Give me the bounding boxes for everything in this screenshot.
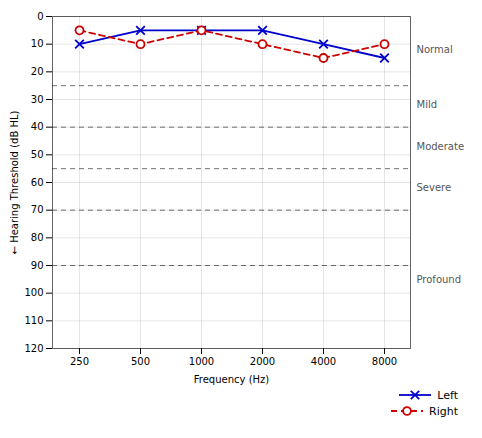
svg-text:0: 0 [37,11,43,22]
svg-text:10: 10 [31,38,44,49]
html-text:Left: Left [437,388,458,402]
svg-text:100: 100 [24,287,43,298]
svg-text:120: 120 [24,343,43,354]
svg-text:Normal: Normal [417,44,453,55]
svg-text:110: 110 [24,315,43,326]
svg-text:← Hearing Threshold (dB HL): ← Hearing Threshold (dB HL) [9,110,20,254]
svg-text:Severe: Severe [417,182,452,193]
svg-text:4000: 4000 [311,356,336,367]
svg-text:60: 60 [31,177,44,188]
svg-text:Frequency (Hz): Frequency (Hz) [194,374,270,385]
svg-text:90: 90 [31,260,44,271]
svg-text:250: 250 [70,356,89,367]
svg-text:Mild: Mild [417,99,438,110]
svg-text:30: 30 [31,94,44,105]
svg-text:1000: 1000 [189,356,214,367]
svg-text:50: 50 [31,149,44,160]
svg-text:Moderate: Moderate [417,141,465,152]
svg-text:20: 20 [31,66,44,77]
svg-text:Profound: Profound [417,274,462,285]
svg-text:70: 70 [31,204,44,215]
svg-text:80: 80 [31,232,44,243]
html-text:Right: Right [429,404,458,418]
svg-text:40: 40 [31,121,44,132]
svg-text:8000: 8000 [372,356,397,367]
svg-text:500: 500 [131,356,150,367]
svg-text:2000: 2000 [250,356,275,367]
